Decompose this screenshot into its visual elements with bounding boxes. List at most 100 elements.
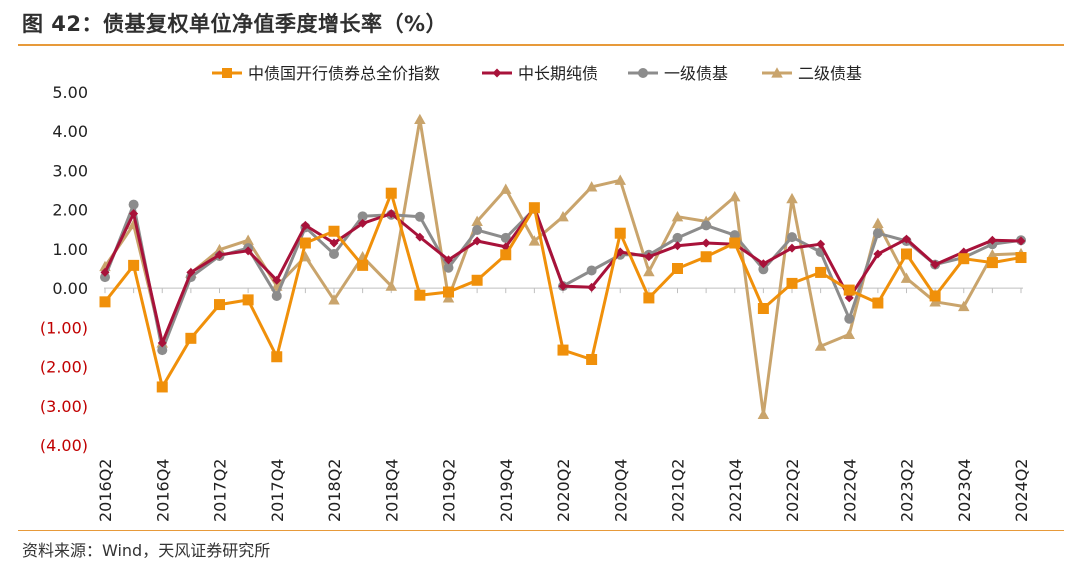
data-point [243, 246, 253, 256]
x-tick-label: 2022Q2 [783, 459, 802, 523]
data-point [185, 332, 197, 344]
data-point [701, 220, 712, 231]
data-point [673, 241, 682, 251]
series-line [99, 187, 1027, 393]
data-point [328, 225, 340, 237]
data-point [786, 277, 798, 289]
data-point [872, 217, 884, 228]
data-point [1015, 252, 1027, 264]
legend-entry: 中长期纯债 [482, 64, 598, 83]
figure-title: 图 42：债基复权单位净值季度增长率（%） [22, 12, 448, 36]
legend-label: 二级债基 [798, 64, 862, 83]
data-point [816, 239, 826, 249]
data-point [587, 282, 597, 292]
data-point [901, 248, 912, 260]
data-point [128, 199, 139, 210]
data-point [787, 232, 797, 243]
data-point [844, 313, 855, 324]
data-point [844, 293, 854, 303]
data-point [500, 249, 512, 261]
data-point [271, 290, 282, 301]
x-tick-label: 2018Q2 [325, 459, 344, 523]
data-point [471, 274, 483, 286]
data-point [157, 338, 167, 348]
x-tick-label: 2024Q2 [1012, 459, 1031, 523]
series-path [103, 203, 1022, 352]
data-point [444, 255, 453, 265]
y-tick-label: 0.00 [52, 279, 88, 298]
data-point [643, 265, 655, 277]
data-point [958, 300, 970, 312]
data-point [557, 210, 569, 222]
data-point [843, 328, 855, 339]
y-axis: 5.00 4.00 3.00 2.00 1.00 0.00 (1.00) (2.00) (3.0… [40, 83, 88, 455]
source-rule [18, 530, 1064, 531]
x-tick-label: 2017Q2 [211, 459, 230, 523]
legend: 中债国开行债券总全价指数 中长期纯债 一级债基 二级债基 [212, 64, 862, 83]
data-point [272, 275, 282, 285]
data-point [586, 265, 597, 276]
y-tick-label: (2.00) [40, 358, 88, 377]
data-point [328, 294, 340, 305]
data-point [872, 297, 884, 309]
data-point [672, 263, 683, 274]
series-path [103, 118, 1022, 416]
data-point [222, 68, 232, 78]
data-point [557, 344, 569, 356]
data-point [614, 174, 626, 185]
data-point [843, 284, 855, 296]
data-point [1016, 236, 1026, 246]
data-point [213, 243, 226, 255]
data-point [528, 235, 541, 246]
data-point [492, 68, 502, 78]
x-tick-label: 2023Q4 [955, 459, 974, 523]
data-point [872, 228, 883, 239]
data-point [815, 266, 827, 278]
y-tick-label: 5.00 [52, 83, 88, 102]
data-point [902, 234, 911, 244]
x-tick-label: 2016Q4 [153, 459, 172, 523]
data-point [787, 243, 797, 253]
legend-label: 中长期纯债 [518, 64, 598, 83]
data-point [585, 181, 598, 192]
data-point [500, 232, 511, 243]
data-point [786, 192, 798, 204]
data-point [329, 238, 339, 248]
data-point [214, 299, 225, 311]
x-tick-label: 2020Q4 [611, 459, 630, 523]
data-point [414, 113, 426, 125]
data-point [472, 236, 482, 246]
legend-entry: 中债国开行债券总全价指数 [212, 64, 440, 83]
y-tick-label: 3.00 [52, 161, 88, 180]
data-point [643, 292, 655, 304]
data-point [386, 209, 396, 219]
source-note: 资料来源：Wind，天风证券研究所 [22, 541, 271, 560]
data-point [986, 257, 998, 269]
data-point [186, 267, 196, 277]
x-tick-label: 2021Q2 [669, 459, 688, 523]
data-point [929, 290, 941, 302]
data-point [700, 251, 712, 263]
data-point [614, 227, 626, 239]
data-point [644, 252, 654, 262]
x-tick-label: 2018Q4 [382, 459, 401, 523]
data-point [558, 281, 568, 291]
data-point [672, 232, 683, 243]
data-point [215, 250, 224, 260]
x-tick-label: 2023Q2 [898, 459, 917, 523]
y-tick-label: 4.00 [52, 122, 88, 141]
data-point [757, 303, 769, 315]
data-point [157, 345, 168, 356]
x-tick-label: 2021Q4 [726, 459, 745, 523]
data-point [701, 238, 711, 248]
data-point [242, 234, 254, 245]
x-tick-label: 2019Q2 [440, 459, 459, 523]
x-tick-label: 2022Q4 [840, 459, 859, 523]
data-point [242, 294, 254, 306]
data-point [900, 272, 913, 283]
data-point [357, 211, 368, 222]
y-tick-label: 2.00 [52, 201, 88, 220]
y-tick-label: (1.00) [40, 318, 88, 337]
data-point [271, 351, 283, 363]
